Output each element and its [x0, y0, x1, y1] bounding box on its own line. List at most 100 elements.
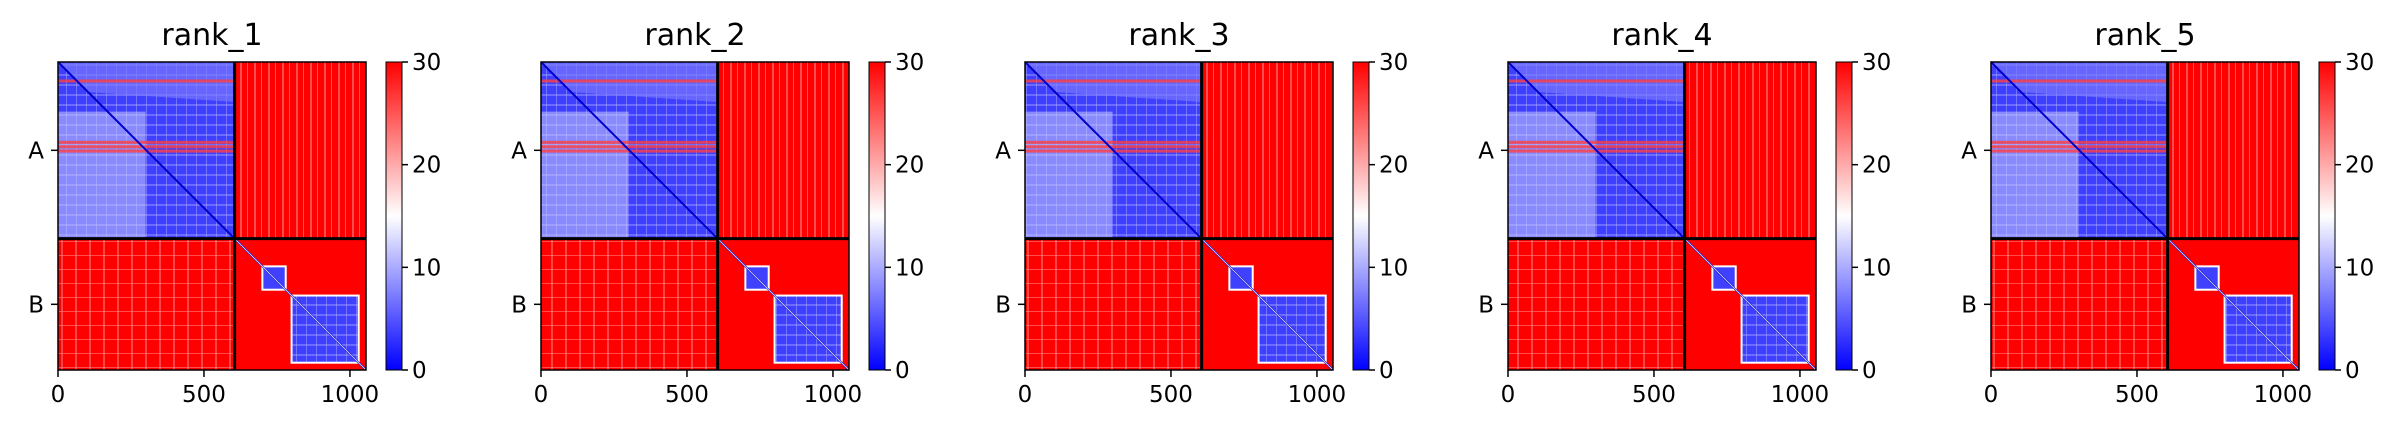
panel-title: rank_1 — [161, 18, 262, 53]
colorbar-tick-label: 10 — [412, 255, 441, 281]
axes-frame — [1990, 61, 2300, 371]
block-a-a-streak — [541, 145, 718, 149]
block-a-a-streak — [1508, 140, 1685, 144]
diagonal-highlight — [1201, 238, 1334, 371]
x-tick-label: 500 — [2115, 382, 2159, 408]
colorbar-tick-label: 30 — [412, 50, 441, 76]
chain-label-a: A — [28, 138, 44, 164]
block-a-b — [2167, 62, 2299, 239]
chain-label-b: B — [28, 292, 44, 318]
colorbar-tick-label: 20 — [895, 153, 924, 179]
block-a-a-streak — [1991, 145, 2168, 149]
colorbar-tick-label: 0 — [2345, 358, 2360, 384]
block-a-a-streak — [1025, 79, 1202, 83]
colorbar-tick-label: 30 — [2345, 50, 2374, 76]
chain-label-a: A — [995, 138, 1011, 164]
colorbar-tick-label: 30 — [1862, 50, 1891, 76]
chain-label-a: A — [1961, 138, 1977, 164]
panel-title: rank_4 — [1611, 18, 1712, 53]
block-b-a — [541, 238, 718, 370]
x-tick-label: 0 — [1018, 382, 1033, 408]
heatmap — [1990, 61, 2300, 371]
axes-frame — [57, 61, 367, 371]
colorbar-tick-label: 10 — [2345, 255, 2374, 281]
colorbar: 0 10 20 30 — [1352, 50, 1408, 384]
colorbar-tick-label: 0 — [412, 358, 427, 384]
colorbar-scale — [385, 61, 403, 371]
block-b-a — [1991, 238, 2168, 370]
colorbar-tick-label: 10 — [1862, 255, 1891, 281]
x-tick-label: 1000 — [321, 382, 380, 408]
colorbar-scale — [1352, 61, 1370, 371]
colorbar-tick-label: 0 — [1379, 358, 1394, 384]
x-tick-label: 500 — [665, 382, 709, 408]
block-a-a-streak — [541, 140, 718, 144]
x-tick-label: 500 — [182, 382, 226, 408]
x-tick-label: 500 — [1149, 382, 1193, 408]
axes-frame — [1024, 61, 1334, 371]
panel-title: rank_3 — [1128, 18, 1229, 53]
block-a-a-streak — [541, 79, 718, 83]
colorbar-tick-label: 0 — [895, 358, 910, 384]
panel-title: rank_5 — [2094, 18, 2195, 53]
block-a-a-light — [1991, 111, 2079, 239]
colorbar-tick-label: 0 — [1862, 358, 1877, 384]
block-a-a-light — [541, 111, 629, 239]
block-a-a-streak — [58, 79, 235, 83]
heatmap — [1024, 61, 1334, 371]
colorbar-tick-label: 30 — [1379, 50, 1408, 76]
block-a-a-light — [1508, 111, 1596, 239]
colorbar-tick-label: 20 — [1379, 153, 1408, 179]
x-tick-label: 0 — [534, 382, 549, 408]
colorbar-tick-label: 20 — [1862, 153, 1891, 179]
block-a-b — [1684, 62, 1816, 239]
block-b-a — [1025, 238, 1202, 370]
block-a-a-light — [1025, 111, 1113, 239]
block-a-a-streak — [1991, 140, 2168, 144]
diagonal-highlight — [234, 238, 367, 371]
diagonal-highlight — [2167, 238, 2300, 371]
chain-label-b: B — [1478, 292, 1494, 318]
x-tick-label: 1000 — [1288, 382, 1347, 408]
panel-title: rank_2 — [644, 18, 745, 53]
heatmap — [540, 61, 850, 371]
colorbar-tick-label: 20 — [2345, 153, 2374, 179]
x-tick-label: 1000 — [2254, 382, 2313, 408]
colorbar-tick-label: 30 — [895, 50, 924, 76]
block-b-a — [1508, 238, 1685, 370]
block-a-a-streak — [1025, 140, 1202, 144]
colorbar-tick-label: 10 — [1379, 255, 1408, 281]
heatmap — [57, 61, 367, 371]
axes-frame — [1507, 61, 1817, 371]
block-a-a-light — [58, 111, 146, 239]
x-tick-label: 500 — [1632, 382, 1676, 408]
block-a-b — [1201, 62, 1333, 239]
block-a-a-streak — [58, 145, 235, 149]
block-b-a — [58, 238, 235, 370]
colorbar-tick-label: 20 — [412, 153, 441, 179]
axes-frame — [540, 61, 850, 371]
pae-panel-2: rank_2 0 500 1000 A B 0 10 20 30 — [511, 18, 924, 408]
chain-label-a: A — [511, 138, 527, 164]
diagonal-highlight — [717, 238, 850, 371]
pae-panel-1: rank_1 0 500 1000 A B 0 10 20 30 — [28, 18, 441, 408]
block-a-a-streak — [1991, 79, 2168, 83]
block-a-b — [717, 62, 849, 239]
x-tick-label: 1000 — [1771, 382, 1830, 408]
colorbar-scale — [868, 61, 886, 371]
heatmap — [1507, 61, 1817, 371]
diagonal-highlight — [1684, 238, 1817, 371]
chain-label-b: B — [511, 292, 527, 318]
x-tick-label: 0 — [1984, 382, 1999, 408]
x-tick-label: 0 — [1501, 382, 1516, 408]
colorbar: 0 10 20 30 — [1835, 50, 1891, 384]
colorbar-tick-label: 10 — [895, 255, 924, 281]
pae-panel-4: rank_4 0 500 1000 A B 0 10 20 30 — [1478, 18, 1891, 408]
chain-label-b: B — [995, 292, 1011, 318]
x-tick-label: 1000 — [804, 382, 863, 408]
colorbar: 0 10 20 30 — [868, 50, 924, 384]
colorbar-scale — [2318, 61, 2336, 371]
chain-label-a: A — [1478, 138, 1494, 164]
chain-label-b: B — [1961, 292, 1977, 318]
